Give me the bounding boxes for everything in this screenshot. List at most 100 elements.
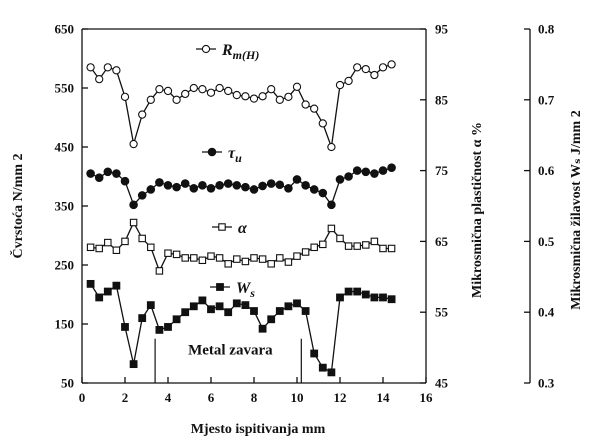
data-point	[112, 169, 121, 178]
data-point	[103, 63, 112, 72]
data-point	[223, 179, 233, 188]
right1-tick-label: 55	[435, 305, 449, 320]
series-3	[86, 279, 396, 377]
left-tick-label: 50	[61, 376, 74, 391]
data-point	[292, 82, 302, 91]
legend-marker	[207, 147, 217, 157]
data-point	[387, 244, 396, 253]
right1-axis-label: Mikrosmična plastičnost α %	[470, 122, 485, 298]
data-point	[164, 249, 172, 257]
data-point	[250, 307, 258, 315]
data-point	[181, 308, 190, 317]
legend-entry: Rm(H)	[196, 42, 259, 62]
right2-tick-label: 0.8	[538, 22, 555, 37]
data-point	[224, 260, 232, 268]
data-point	[284, 92, 293, 101]
left-tick-label: 150	[55, 317, 75, 332]
data-point	[198, 181, 207, 190]
right1-tick-label: 85	[435, 92, 449, 107]
left-tick-label: 650	[55, 22, 75, 37]
data-point	[86, 63, 95, 72]
legend-marker	[216, 283, 224, 291]
x-axis-label: Mjesto ispitivanja mm	[191, 422, 326, 437]
x-tick-label: 6	[208, 390, 215, 405]
legend-symbol: τ	[228, 145, 236, 162]
data-point	[232, 299, 241, 308]
data-point	[267, 315, 276, 324]
data-point	[353, 287, 362, 296]
legend-label: Ws	[236, 280, 255, 300]
right2-tick-label: 0.4	[538, 305, 555, 320]
data-point	[129, 200, 138, 210]
data-point	[336, 293, 344, 302]
data-point	[120, 92, 130, 101]
data-point	[215, 302, 224, 311]
legend-entry: Ws	[210, 280, 255, 300]
data-point	[112, 66, 121, 75]
data-point	[147, 243, 155, 252]
legend-symbol: α	[238, 220, 248, 237]
left-tick-label: 250	[55, 258, 75, 273]
data-point	[284, 258, 293, 266]
data-point	[292, 175, 302, 184]
data-point	[155, 267, 164, 275]
data-point	[241, 257, 250, 266]
data-point	[233, 255, 241, 263]
data-point	[361, 167, 371, 177]
series-line	[90, 283, 392, 374]
data-point	[276, 254, 284, 262]
data-point	[181, 254, 189, 262]
right1-tick-label: 65	[435, 234, 449, 249]
legend-symbol: W	[236, 280, 252, 297]
data-point	[95, 75, 104, 84]
data-point	[327, 200, 336, 210]
data-point	[103, 167, 113, 177]
data-point	[181, 89, 190, 99]
data-point	[275, 307, 284, 315]
axes-group: 50 150 250 350 450 550 650 45 55 65 75 85 95 0.3 0.4 0.…	[55, 22, 555, 406]
data-point	[258, 181, 267, 191]
legend-subscript: m(H)	[233, 48, 260, 62]
data-point	[198, 256, 207, 265]
series-2	[86, 218, 396, 275]
data-point	[250, 254, 258, 262]
data-point	[319, 240, 327, 249]
series-1	[86, 163, 396, 210]
data-point	[344, 76, 353, 86]
x-tick-label: 16	[420, 390, 434, 405]
data-point	[172, 315, 181, 324]
data-point	[189, 83, 198, 93]
data-point	[207, 305, 215, 314]
left-tick-label: 450	[55, 140, 75, 155]
data-point	[353, 63, 362, 72]
data-point	[215, 254, 224, 262]
left-tick-label: 550	[55, 81, 75, 96]
right1-tick-label: 45	[435, 376, 449, 391]
data-point	[370, 70, 379, 80]
data-point	[206, 88, 216, 97]
data-point	[180, 179, 190, 188]
right1-tick-label: 95	[435, 22, 449, 37]
data-point	[86, 279, 95, 288]
data-point	[138, 110, 147, 119]
x-tick-label: 0	[79, 390, 86, 405]
data-point	[95, 244, 103, 253]
data-point	[293, 252, 301, 260]
data-point	[310, 243, 318, 252]
data-point	[86, 243, 95, 252]
data-point	[232, 90, 241, 100]
x-tick-label: 8	[251, 390, 258, 405]
data-point	[103, 287, 112, 296]
data-point	[172, 95, 181, 104]
data-point	[224, 86, 233, 96]
data-point	[190, 254, 198, 262]
legend-label: τu	[228, 145, 242, 165]
legend-entry: τu	[202, 145, 242, 165]
data-point	[301, 248, 310, 256]
legend-marker	[218, 223, 226, 231]
series-0	[86, 60, 396, 152]
data-point	[207, 252, 215, 260]
data-point	[138, 314, 147, 323]
data-point	[310, 349, 319, 358]
